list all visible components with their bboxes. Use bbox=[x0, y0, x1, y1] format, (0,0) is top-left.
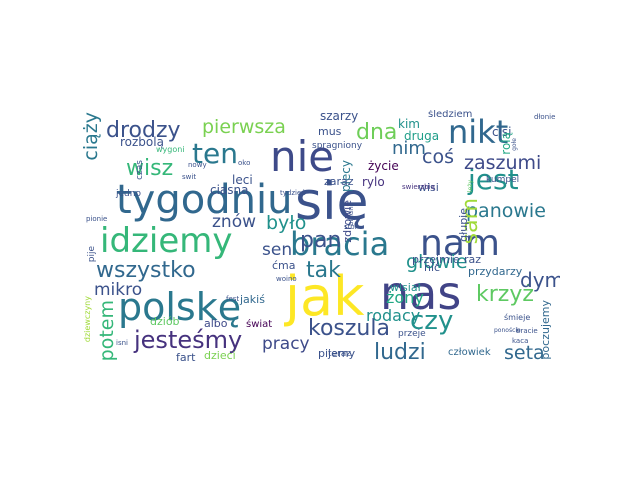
cloud-word: życie bbox=[368, 159, 399, 173]
cloud-word: seta bbox=[504, 342, 545, 364]
cloud-word: leci bbox=[232, 173, 253, 187]
cloud-word: krzyż bbox=[476, 282, 534, 307]
cloud-word: potem bbox=[96, 300, 118, 362]
cloud-word: jedno bbox=[116, 189, 141, 199]
cloud-word: śledziem bbox=[428, 110, 473, 120]
cloud-word: pijemy bbox=[318, 347, 356, 360]
cloud-word: kim bbox=[398, 117, 420, 131]
cloud-word: przydarzy bbox=[468, 265, 523, 278]
word-cloud: tygodniu się nie polskę jak nas nam idziemy brac… bbox=[80, 110, 560, 370]
cloud-word: swierzbią bbox=[402, 183, 435, 191]
cloud-word: drodzy bbox=[106, 118, 181, 143]
cloud-word: czas bbox=[135, 160, 145, 180]
cloud-word: ciąży bbox=[80, 112, 102, 161]
cloud-word: kumpel bbox=[486, 175, 520, 185]
cloud-word: albo bbox=[204, 317, 228, 330]
cloud-word: przeje bbox=[398, 329, 426, 339]
cloud-word: zaszumi bbox=[464, 152, 542, 174]
cloud-word: dłonie bbox=[534, 113, 556, 121]
cloud-word: żony bbox=[386, 288, 424, 307]
cloud-word: bracie bbox=[516, 327, 538, 335]
cloud-word: nas bbox=[380, 266, 462, 320]
cloud-word: druga bbox=[404, 129, 440, 143]
cloud-word: nie bbox=[270, 132, 335, 181]
cloud-word: sen bbox=[262, 240, 293, 260]
cloud-word: teraz bbox=[328, 349, 352, 359]
cloud-word: wygoni bbox=[156, 145, 185, 154]
cloud-word: tak bbox=[306, 258, 341, 283]
cloud-word: koszula bbox=[308, 316, 390, 341]
cloud-word: czy bbox=[410, 306, 454, 336]
cloud-word: nic bbox=[424, 261, 441, 274]
cloud-word: świat bbox=[246, 319, 273, 330]
cloud-word: polskę bbox=[118, 285, 242, 329]
cloud-word: biedne bbox=[347, 202, 355, 226]
cloud-word: kaca bbox=[512, 337, 529, 345]
cloud-word: wszystko bbox=[96, 258, 196, 283]
cloud-word: ćma bbox=[272, 259, 296, 272]
cloud-word: isni bbox=[116, 339, 128, 347]
cloud-word: rozbolą bbox=[120, 135, 164, 149]
cloud-word: cisi bbox=[492, 125, 512, 139]
cloud-word: rylo bbox=[362, 175, 385, 189]
cloud-word: coś bbox=[422, 146, 454, 168]
cloud-word: fest bbox=[226, 295, 240, 303]
cloud-word: swit bbox=[182, 173, 197, 181]
cloud-word: przejmie bbox=[412, 253, 460, 266]
cloud-word: wisiał bbox=[390, 281, 421, 294]
cloud-word: zaraz bbox=[324, 175, 354, 188]
cloud-word: człowiek bbox=[448, 347, 491, 358]
cloud-word: woino bbox=[276, 275, 297, 283]
cloud-word: było bbox=[266, 212, 307, 234]
cloud-word: dziób bbox=[150, 315, 180, 328]
cloud-word: pierwsza bbox=[202, 116, 286, 138]
cloud-word: stoi bbox=[344, 223, 357, 231]
cloud-word: znów bbox=[212, 212, 257, 232]
cloud-word: nowy bbox=[188, 161, 207, 169]
cloud-word: ludzi bbox=[374, 340, 426, 365]
cloud-word: dna bbox=[356, 120, 398, 145]
cloud-word: jest bbox=[468, 163, 519, 196]
cloud-word: ponoście bbox=[494, 327, 521, 334]
cloud-word: oko bbox=[238, 159, 251, 167]
cloud-word: wisi bbox=[418, 181, 439, 194]
cloud-word: leży bbox=[467, 180, 474, 193]
cloud-word: pan bbox=[300, 228, 342, 253]
cloud-word: pracy bbox=[262, 334, 310, 354]
cloud-word: tygodniu bbox=[116, 177, 293, 223]
cloud-word: mus bbox=[318, 125, 342, 138]
cloud-word: raz bbox=[464, 253, 482, 266]
cloud-word: się bbox=[295, 172, 369, 232]
cloud-word: tydzień bbox=[280, 189, 306, 197]
cloud-word: ciasna bbox=[210, 183, 249, 197]
cloud-word: szarzy bbox=[320, 110, 359, 123]
cloud-word: nikt bbox=[448, 113, 509, 151]
cloud-word: bracia bbox=[290, 225, 390, 263]
cloud-word: dym bbox=[520, 268, 560, 292]
cloud-word: dzieci bbox=[204, 349, 236, 362]
cloud-word: spragniony bbox=[312, 141, 363, 151]
cloud-word: panowie bbox=[466, 200, 546, 222]
cloud-word: ten bbox=[192, 137, 238, 170]
cloud-word: nim bbox=[392, 138, 426, 159]
cloud-word: poczujemy bbox=[539, 300, 552, 360]
cloud-word: gołe bbox=[511, 138, 518, 151]
cloud-word: głupie bbox=[457, 208, 470, 242]
cloud-word: dziewczyny bbox=[83, 296, 92, 343]
cloud-word: głowie bbox=[406, 251, 468, 273]
cloud-word: jakiś bbox=[240, 293, 265, 306]
cloud-word: śmieje bbox=[504, 313, 531, 322]
cloud-word: jak bbox=[285, 265, 365, 328]
cloud-word: nam bbox=[420, 223, 500, 264]
cloud-word: pije bbox=[87, 246, 97, 263]
cloud-word: jesteśmy bbox=[134, 326, 243, 354]
cloud-word: fart bbox=[176, 351, 196, 364]
cloud-word: pionie bbox=[86, 215, 108, 223]
cloud-word: rodacy bbox=[366, 306, 421, 325]
cloud-word: wisz bbox=[126, 156, 174, 181]
cloud-word: mikro bbox=[94, 280, 143, 300]
cloud-word: idziemy bbox=[100, 221, 233, 261]
